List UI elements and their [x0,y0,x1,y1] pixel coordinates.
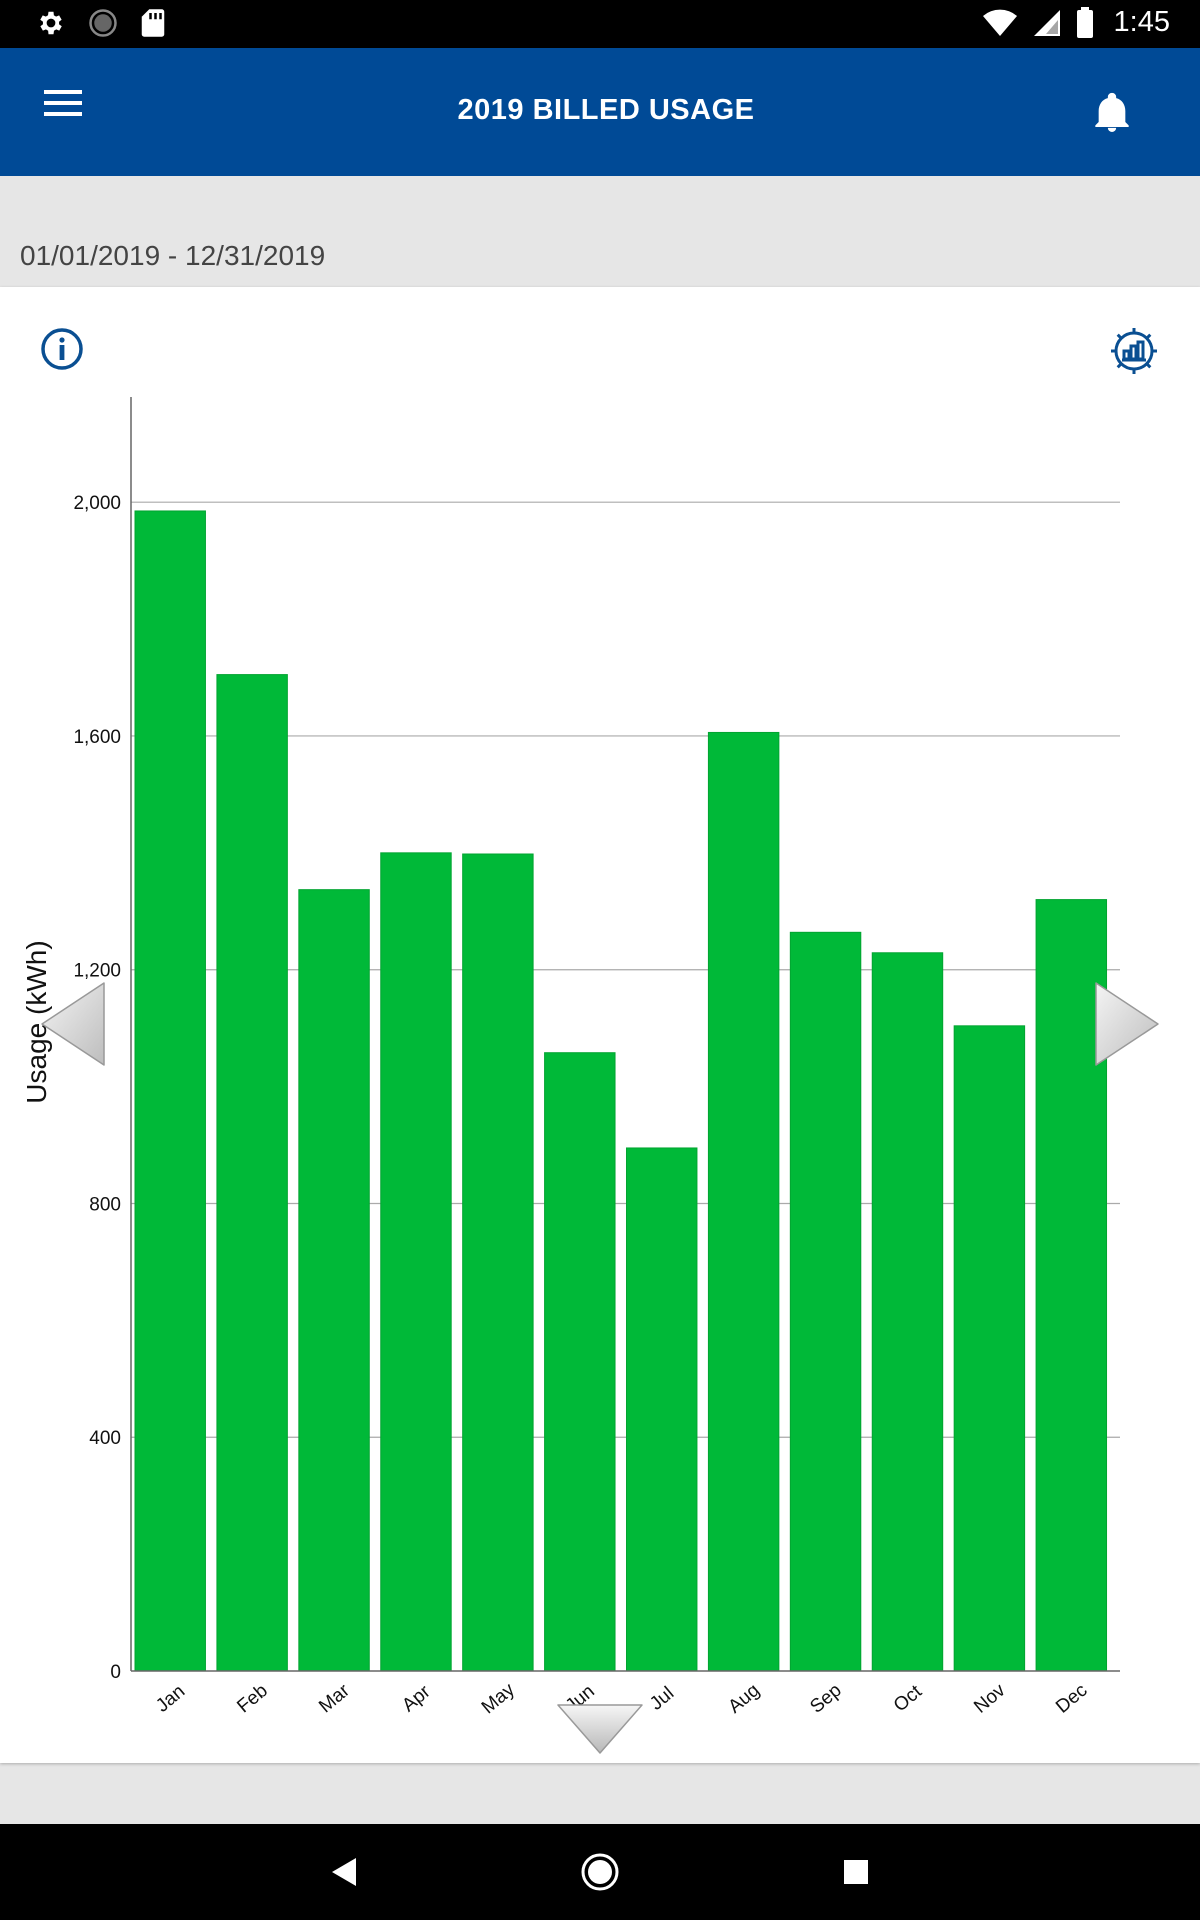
chart-settings-icon [1111,328,1157,374]
triangle-down-icon [557,1704,643,1754]
recents-icon [844,1860,868,1884]
previous-period-button[interactable] [36,979,116,1069]
hamburger-menu-icon [44,90,82,116]
notifications-button[interactable] [1092,90,1140,138]
signal-icon [1033,9,1060,36]
y-tick-label: 800 [89,1194,121,1215]
back-icon [332,1858,356,1886]
bar-aug[interactable] [707,731,780,1672]
info-icon [41,328,83,370]
chart-axes [130,397,1120,1672]
x-tick-label: Feb [233,1680,272,1717]
triangle-right-icon [1095,982,1159,1066]
x-tick-label: Sep [806,1680,845,1718]
bar-jan[interactable] [134,510,206,1672]
clock: 1:45 [1113,6,1170,38]
sd-card-icon [141,9,165,37]
chart-bars [134,510,1108,1672]
page-title: 2019 BILLED USAGE [457,94,755,126]
back-button[interactable] [316,1844,372,1900]
next-period-button[interactable] [1084,979,1164,1069]
bar-dec[interactable] [1035,899,1108,1672]
y-tick-label: 400 [89,1428,121,1449]
bar-apr[interactable] [380,852,452,1672]
battery-icon [1076,6,1093,38]
bell-icon [1095,92,1129,132]
x-tick-label: Mar [315,1680,354,1718]
date-range-label: 01/01/2019 - 12/31/2019 [20,240,326,271]
status-left-icons [36,8,166,38]
x-tick-label: Jul [646,1683,678,1715]
recents-button[interactable] [828,1844,884,1900]
wifi-icon [982,9,1017,36]
x-tick-label: Aug [724,1680,763,1718]
bar-feb[interactable] [216,674,288,1672]
x-tick-label: May [478,1679,519,1718]
y-tick-label: 2,000 [73,493,121,514]
y-tick-label: 0 [110,1662,121,1683]
chart-settings-button[interactable] [1108,325,1164,381]
status-bar: 1:45 [0,0,1200,48]
status-right-icons: 1:45 [982,6,1170,39]
expand-chart-button[interactable] [554,1697,646,1759]
home-icon [581,1853,619,1891]
x-tick-label: Apr [398,1681,435,1717]
bar-mar[interactable] [298,889,370,1672]
bar-jun[interactable] [544,1052,616,1672]
usage-chart-card: 0 400 800 1,200 1,600 2,000 Jan Feb Mar Apr May Ju… [0,287,1200,1763]
bar-jul[interactable] [626,1147,698,1672]
bar-nov[interactable] [953,1025,1026,1672]
x-tick-label: Nov [970,1680,1010,1718]
info-button[interactable] [40,327,88,375]
triangle-left-icon [41,982,105,1066]
app-bar: 2019 BILLED USAGE [0,48,1200,176]
x-tick-label: Jan [152,1681,189,1717]
sync-icon [89,9,117,37]
bar-may[interactable] [462,853,534,1672]
usage-bar-chart: 0 400 800 1,200 1,600 2,000 Jan Feb Mar Apr May Ju… [21,397,1120,1718]
bar-oct[interactable] [871,952,944,1672]
system-navigation-bar [0,1824,1200,1920]
y-tick-label: 1,600 [73,727,121,748]
y-tick-labels: 0 400 800 1,200 1,600 2,000 [73,493,121,1683]
home-button[interactable] [572,1844,628,1900]
x-tick-label: Oct [890,1681,927,1717]
x-tick-label: Dec [1052,1680,1091,1718]
bar-sep[interactable] [789,931,862,1672]
y-tick-label: 1,200 [73,961,121,982]
menu-button[interactable] [44,88,100,136]
settings-icon [40,11,62,35]
